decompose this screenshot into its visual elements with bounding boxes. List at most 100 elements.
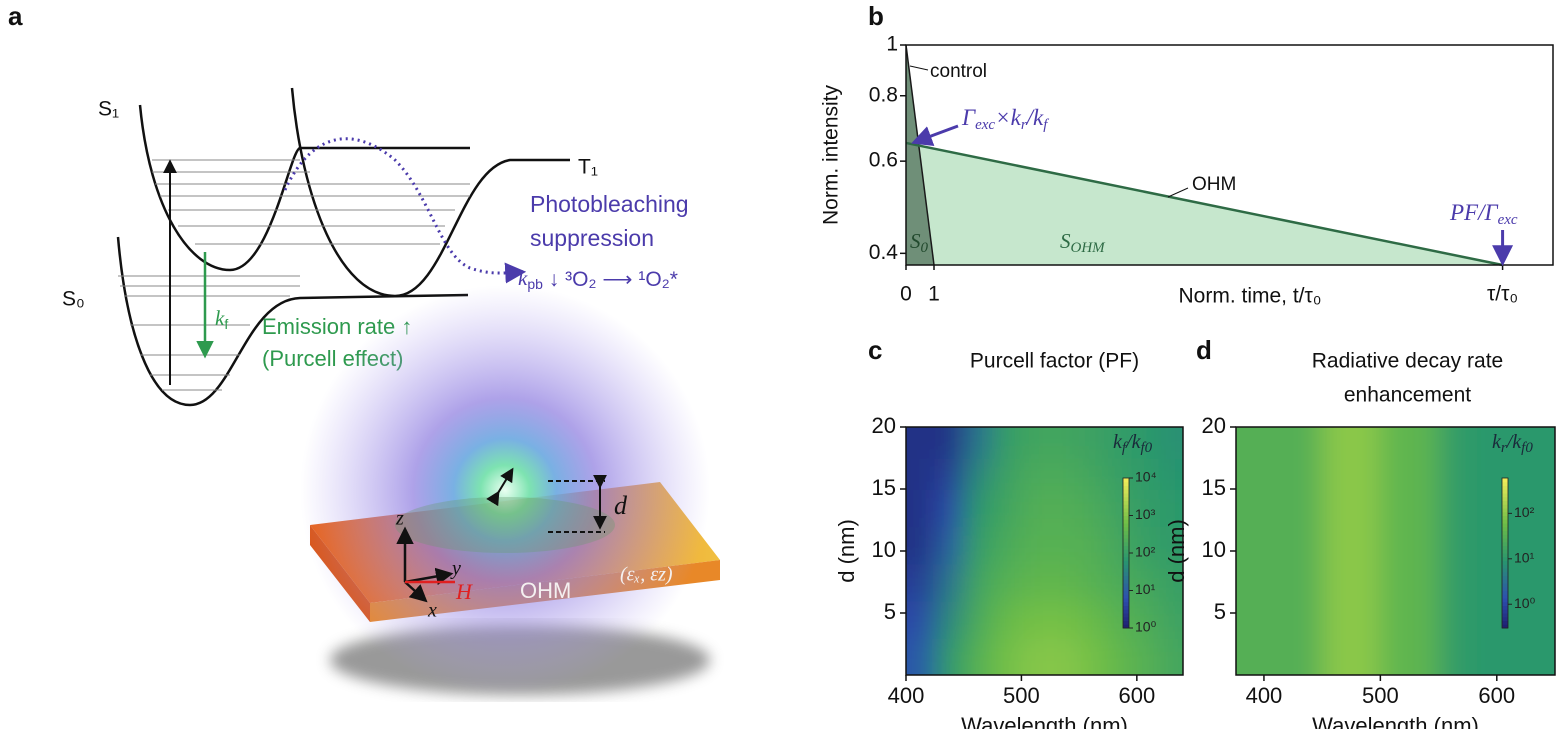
heat-cell xyxy=(992,563,1023,602)
colorbar-step xyxy=(1502,508,1508,513)
heat-cell xyxy=(1351,427,1382,459)
y-axis-label: d (nm) xyxy=(1164,519,1189,583)
colorbar-step xyxy=(1123,579,1129,584)
colorbar-step xyxy=(1502,478,1508,483)
heat-cell xyxy=(1351,637,1382,675)
heat-cell xyxy=(1293,563,1324,602)
panel-label: c xyxy=(868,335,882,365)
heat-cell xyxy=(906,563,936,602)
heat-cell xyxy=(934,563,965,602)
text-part: k xyxy=(1113,431,1123,453)
colorbar-step xyxy=(1123,500,1129,505)
colorbar-step xyxy=(1123,586,1129,591)
y-tick-label: 20 xyxy=(1202,413,1226,438)
text-part: k xyxy=(215,306,225,330)
heat-cell xyxy=(1409,563,1440,602)
colorbar-step xyxy=(1123,538,1129,543)
heat-cell xyxy=(1050,563,1081,602)
heat-cell xyxy=(1293,458,1324,490)
panel-label: a xyxy=(8,1,23,31)
heat-cell xyxy=(1236,427,1265,459)
colorbar-step xyxy=(1502,594,1508,599)
annotation: Γexc×kr/kf xyxy=(961,105,1049,133)
heat-cell xyxy=(1467,600,1498,639)
eps-label: (εₓ, εz) xyxy=(620,564,673,586)
x-tick-label: 500 xyxy=(1362,683,1399,708)
colorbar-step xyxy=(1123,553,1129,558)
ohm-label: OHM xyxy=(520,578,571,603)
kpb-text: kpb ↓ ³O₂ ⟶ ¹O₂* xyxy=(518,266,678,292)
x-tick-label: 600 xyxy=(1118,683,1155,708)
colorbar-step xyxy=(1502,534,1508,539)
heat-cell xyxy=(1021,600,1052,639)
colorbar-step xyxy=(1123,590,1129,595)
plot-frame xyxy=(905,44,1554,266)
near-field xyxy=(395,497,615,553)
s0-label: S₀ xyxy=(62,288,85,311)
heat-cell xyxy=(906,427,936,459)
colorbar-step xyxy=(1123,568,1129,573)
colorbar-step xyxy=(1502,568,1508,573)
colorbar-step xyxy=(1123,478,1129,483)
colorbar-step xyxy=(1502,515,1508,520)
text-part: f0 xyxy=(1521,440,1533,456)
colorbar-step xyxy=(1123,523,1129,528)
text-part: ↓ ³O₂ ⟶ ¹O₂* xyxy=(543,268,678,291)
heat-cell xyxy=(1079,458,1109,490)
heat-cell xyxy=(1293,526,1324,565)
heat-cell xyxy=(992,427,1023,459)
heat-cell xyxy=(1438,526,1469,565)
heat-cell xyxy=(906,458,936,490)
colorbar-step xyxy=(1123,519,1129,524)
colorbar-step xyxy=(1123,624,1129,629)
heat-cell xyxy=(963,427,994,459)
heat-cell xyxy=(1021,427,1052,459)
heatmap-cells xyxy=(1236,427,1555,675)
heat-cell xyxy=(1236,489,1265,528)
heat-cell xyxy=(1380,427,1411,459)
colorbar-step xyxy=(1502,541,1508,546)
colorbar-step xyxy=(1123,564,1129,569)
heat-cell xyxy=(1136,637,1167,675)
heat-cell xyxy=(1351,489,1382,528)
colorbar-step xyxy=(1502,519,1508,524)
colorbar-step xyxy=(1123,515,1129,520)
bleach-text: Photobleaching xyxy=(530,191,689,217)
axis-x: x xyxy=(427,600,437,622)
text-part: k xyxy=(518,266,528,290)
colorbar-tick-label: 10¹ xyxy=(1135,581,1156,597)
colorbar-step xyxy=(1123,583,1129,588)
colorbar-step xyxy=(1502,489,1508,494)
colorbar-step xyxy=(1502,511,1508,516)
heat-cell xyxy=(1107,427,1138,459)
y-tick-label: 0.8 xyxy=(869,83,898,106)
heat-cell xyxy=(1525,489,1555,528)
s1-curve xyxy=(138,104,470,272)
dipole xyxy=(486,467,514,507)
heat-cell xyxy=(934,637,965,675)
heat-cell xyxy=(1236,526,1265,565)
heat-cell xyxy=(1351,526,1382,565)
heatmap xyxy=(906,427,1183,675)
y-tick-label: 0.6 xyxy=(869,149,898,172)
heat-cell xyxy=(1409,600,1440,639)
heat-cell xyxy=(1322,600,1353,639)
colorbar-step xyxy=(1502,500,1508,505)
heat-cell xyxy=(1351,600,1382,639)
colorbar-step xyxy=(1502,545,1508,550)
colorbar-step xyxy=(1123,571,1129,576)
annotation: SOHM xyxy=(1060,229,1106,257)
heat-cell xyxy=(1236,563,1265,602)
heat-cell xyxy=(1079,637,1109,675)
y-tick-label: 1 xyxy=(886,33,898,56)
heat-cell xyxy=(1263,600,1295,639)
heat-cell xyxy=(1136,458,1167,490)
heat-cell xyxy=(1467,637,1498,675)
colorbar-tick-label: 10¹ xyxy=(1514,550,1535,566)
heat-cell xyxy=(1021,563,1052,602)
heat-cell xyxy=(1165,600,1183,639)
text-part: exc xyxy=(975,117,995,133)
x-axis-label: Norm. time, t/τ₀ xyxy=(1178,285,1321,308)
colorbar-step xyxy=(1123,556,1129,561)
